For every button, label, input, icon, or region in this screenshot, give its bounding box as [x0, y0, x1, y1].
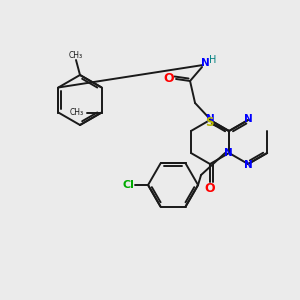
Text: N: N: [201, 58, 209, 68]
Text: N: N: [206, 114, 214, 124]
Text: N: N: [244, 114, 253, 124]
Text: CH₃: CH₃: [70, 108, 84, 117]
Text: H: H: [209, 55, 217, 65]
Text: O: O: [164, 71, 174, 85]
Text: Cl: Cl: [122, 180, 134, 190]
Text: N: N: [224, 148, 233, 158]
Text: N: N: [244, 160, 253, 170]
Text: O: O: [205, 182, 215, 194]
Text: CH₃: CH₃: [69, 50, 83, 59]
Text: S: S: [205, 116, 213, 130]
